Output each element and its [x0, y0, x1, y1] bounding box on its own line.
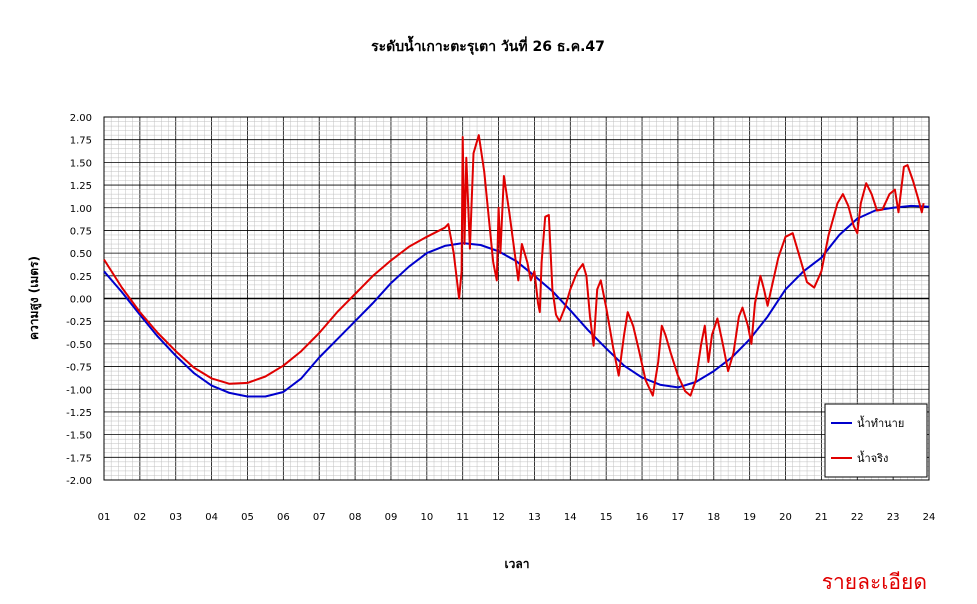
x-tick-label: 01 [98, 512, 111, 523]
y-tick-label: 0.75 [70, 226, 92, 237]
x-tick-label: 10 [420, 512, 433, 523]
x-tick-label: 18 [707, 512, 720, 523]
x-tick-label: 24 [923, 512, 936, 523]
y-tick-label: 1.00 [70, 204, 92, 215]
x-tick-label: 04 [205, 512, 218, 523]
x-tick-label: 20 [779, 512, 792, 523]
legend-label-predicted: น้ำทำนาย [857, 415, 904, 430]
x-tick-label: 05 [241, 512, 254, 523]
details-link[interactable]: รายละเอียด [821, 570, 927, 594]
x-tick-label: 17 [672, 512, 685, 523]
y-tick-label: -1.25 [66, 408, 92, 419]
x-tick-label: 19 [743, 512, 756, 523]
y-tick-label: -1.00 [66, 385, 92, 396]
x-tick-labels: 01 02 03 04 05 06 07 08 09 10 11 12 13 14 15 16 17 18 19 20… [98, 512, 936, 523]
x-tick-label: 16 [636, 512, 649, 523]
y-tick-label: -0.50 [66, 340, 92, 351]
x-tick-label: 12 [492, 512, 505, 523]
x-tick-label: 13 [528, 512, 541, 523]
series-lines [103, 134, 930, 398]
x-tick-label: 08 [349, 512, 362, 523]
y-tick-label: 1.50 [70, 158, 92, 169]
x-tick-label: 22 [851, 512, 864, 523]
x-tick-label: 14 [564, 512, 577, 523]
x-tick-label: 07 [313, 512, 326, 523]
y-tick-label: 0.25 [70, 272, 92, 283]
y-tick-label: -0.75 [66, 363, 92, 374]
y-tick-label: 0.50 [70, 249, 92, 260]
y-tick-label: -0.25 [66, 317, 92, 328]
y-tick-label: 1.75 [70, 136, 92, 147]
series-observed-line [103, 134, 925, 397]
y-tick-label: -2.00 [66, 476, 92, 487]
y-tick-label: 1.25 [70, 181, 92, 192]
y-axis-label: ความสูง (เมตร) [27, 256, 42, 340]
plot-border [103, 116, 930, 481]
legend-box [824, 403, 928, 478]
x-axis-label: เวลา [505, 557, 530, 571]
x-tick-label: 23 [887, 512, 900, 523]
legend-label-observed: น้ำจริง [857, 450, 888, 465]
legend: น้ำทำนาย น้ำจริง [824, 403, 928, 478]
x-tick-label: 03 [169, 512, 182, 523]
x-tick-label: 11 [456, 512, 469, 523]
y-tick-labels: -2.00 -1.75 -1.50 -1.25 -1.00 -0.75 -0.50 -0.25… [66, 113, 92, 487]
chart-title: ระดับน้ำเกาะตะรุเตา วันที่ 26 ธ.ค.47 [371, 35, 605, 55]
x-tick-label: 15 [600, 512, 613, 523]
x-tick-label: 02 [134, 512, 147, 523]
axes [103, 116, 930, 481]
x-tick-label: 21 [815, 512, 828, 523]
x-tick-label: 06 [277, 512, 290, 523]
x-tick-label: 09 [385, 512, 398, 523]
y-tick-label: 2.00 [70, 113, 92, 124]
y-tick-label: 0.00 [70, 295, 92, 306]
y-tick-label: -1.50 [66, 431, 92, 442]
y-tick-label: -1.75 [66, 453, 92, 464]
